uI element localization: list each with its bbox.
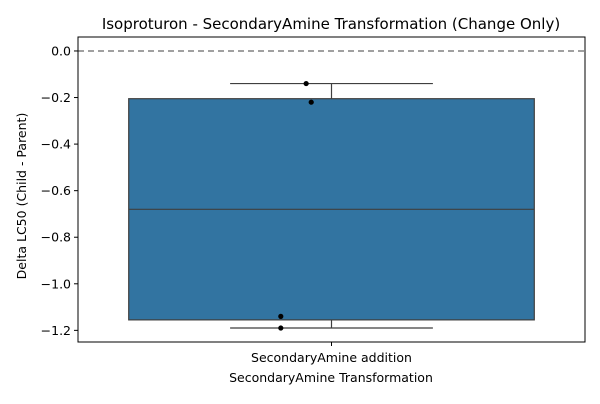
data-point	[303, 80, 309, 87]
y-tick-label: −1.2	[41, 323, 71, 338]
data-point	[278, 313, 284, 319]
data-point	[308, 99, 314, 105]
data-point	[278, 325, 284, 331]
y-tick-label: −0.2	[41, 90, 71, 105]
y-axis-label: Delta LC50 (Child - Parent)	[14, 113, 29, 280]
x-tick-label: SecondaryAmine addition	[251, 350, 412, 365]
y-tick-label: −0.8	[41, 230, 71, 245]
y-tick-label: −0.4	[41, 137, 71, 152]
x-axis-label: SecondaryAmine Transformation	[229, 370, 433, 385]
y-tick-label: 0.0	[51, 43, 71, 58]
y-tick-label: −0.6	[41, 183, 71, 198]
y-tick-label: −1.0	[41, 276, 71, 291]
chart-title: Isoproturon - SecondaryAmine Transformat…	[102, 15, 560, 33]
plot-area: 0.0 −0.2 −0.4 −0.6 −0.8 −1.0 −1.2 SecondaryAmin…	[41, 36, 586, 365]
